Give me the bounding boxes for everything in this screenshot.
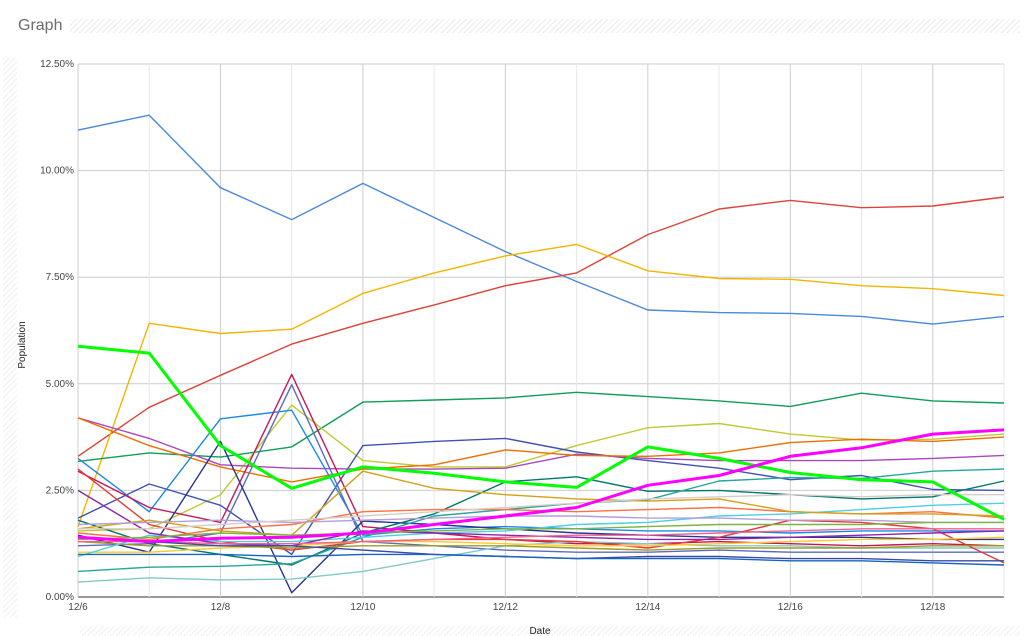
x-tick-label: 12/8 [211,602,231,613]
chart-grid [77,63,1005,598]
x-tick-label: 12/6 [68,602,88,613]
chart-series-group [77,114,1005,594]
series-line [77,114,1005,325]
panel-title: Graph [18,17,63,34]
series-line [77,344,1005,521]
x-tick-label: 12/10 [350,602,375,613]
series-line [77,440,1004,594]
series-line [78,528,1004,545]
y-axis-title: Population [17,321,28,368]
bottom-hatch-decoration [80,626,1020,636]
series-line [77,417,1005,470]
series-line [77,417,1005,483]
series-line [77,243,1005,527]
series-line [77,476,1005,566]
series-line [77,196,1005,457]
y-tick-label: 7.50% [46,272,74,283]
series-line [77,373,1005,547]
series-line [77,384,1004,553]
series-line [77,428,1005,544]
x-tick-label: 12/16 [778,602,803,613]
series-line [78,536,1005,553]
x-axis-title: Date [529,626,551,636]
series-line [78,494,1004,530]
x-tick-label: 12/18 [920,602,945,613]
series-line [77,521,1004,541]
left-hatch-decoration [3,58,17,618]
chart-ticks: 0.00% 2.50% 5.00% 7.50% 10.00% 12.50% 12/6 12/8… [40,59,946,613]
series-line [77,502,1005,558]
y-tick-label: 12.50% [40,59,74,70]
series-line [78,553,1005,566]
panel-header: Graph [0,0,1024,40]
y-tick-label: 10.00% [40,166,74,177]
series-line [77,515,1004,526]
series-line [77,470,1005,536]
y-tick-label: 2.50% [46,485,74,496]
series-line [77,391,1005,463]
x-tick-label: 12/12 [493,602,518,613]
header-hatch-decoration [70,19,1020,33]
y-tick-label: 5.00% [46,379,74,390]
x-tick-label: 12/14 [635,602,660,613]
y-tick-label: 0.00% [46,592,74,603]
series-line [77,437,1005,556]
